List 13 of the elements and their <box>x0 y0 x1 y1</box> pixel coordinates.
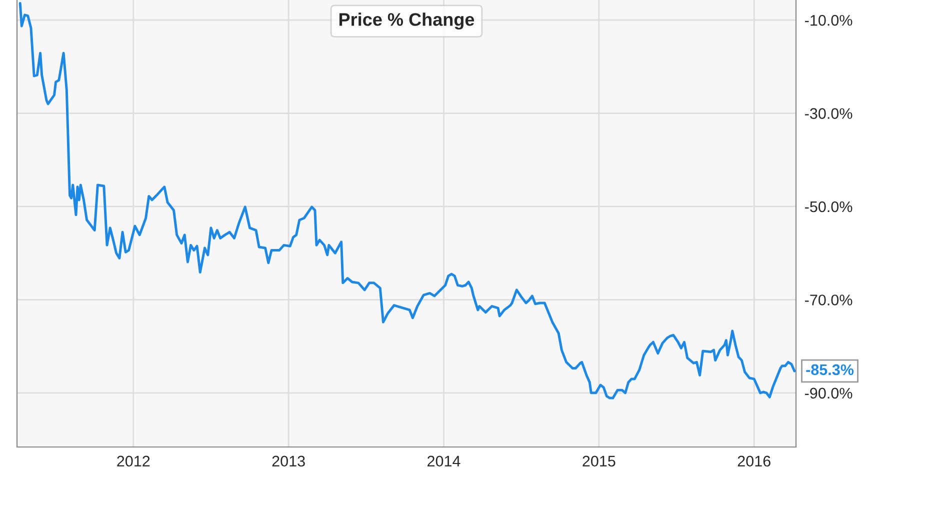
annotation: -85.3% <box>806 364 854 376</box>
y-tick-label: -90.0% <box>805 388 852 399</box>
x-tick-label: 2013 <box>272 456 305 467</box>
line-series <box>18 2 796 400</box>
x-tick-label: 2014 <box>428 456 460 467</box>
y-tick-label: -30.0% <box>805 108 852 119</box>
y-tick-label: -50.0% <box>805 201 852 212</box>
y-tick-label: -10.0% <box>805 14 852 26</box>
text: Price % Change <box>339 12 474 30</box>
x-tick-label: 2012 <box>117 456 150 467</box>
x-tick-label: 2015 <box>582 456 616 467</box>
x-tick-label: 2016 <box>738 456 770 467</box>
y-tick-label: -70.0% <box>805 294 852 306</box>
